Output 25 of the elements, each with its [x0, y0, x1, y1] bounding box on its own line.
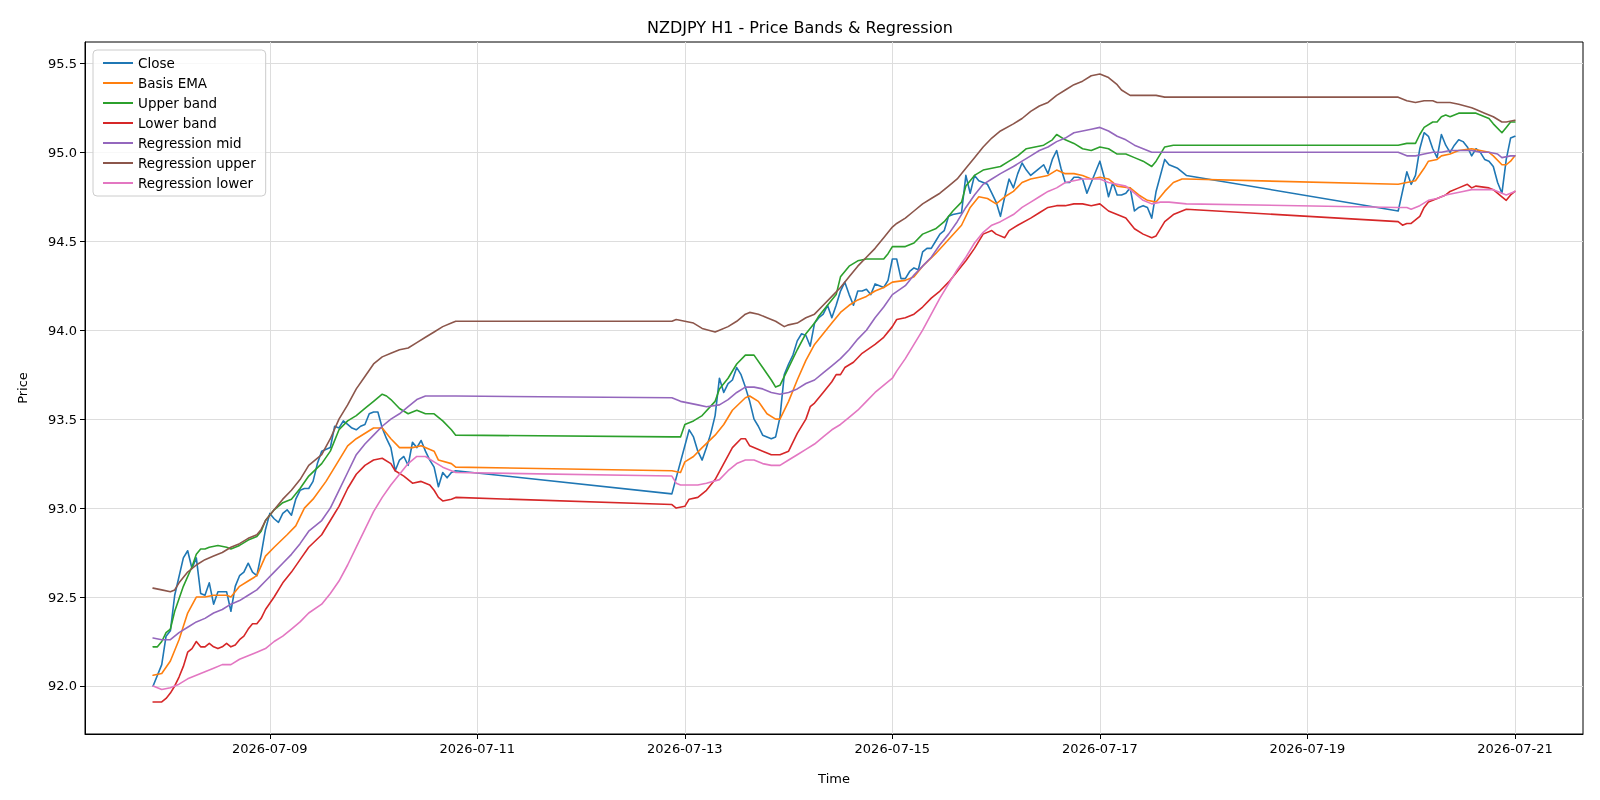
y-tick-label: 95.0 [48, 144, 77, 160]
y-tick-label: 94.0 [48, 322, 77, 338]
legend-label: Regression mid [138, 135, 242, 151]
legend-label: Regression upper [138, 155, 257, 171]
x-tick-label: 2026-07-09 [232, 741, 308, 756]
chart-title: NZDJPY H1 - Price Bands & Regression [647, 17, 953, 37]
y-tick-label: 93.5 [48, 411, 77, 427]
y-tick-label: 95.5 [48, 55, 77, 71]
x-tick-label: 2026-07-13 [647, 741, 723, 756]
legend-label: Regression lower [138, 175, 254, 191]
x-tick-label: 2026-07-17 [1062, 741, 1138, 756]
y-tick-label: 94.5 [48, 233, 77, 249]
x-tick-label: 2026-07-15 [854, 741, 931, 756]
y-tick-label: 93.0 [48, 500, 77, 516]
y-tick-label: 92.0 [48, 678, 77, 694]
legend-label: Lower band [138, 115, 217, 131]
legend-label: Basis EMA [138, 75, 208, 91]
y-axis-title: Price [15, 372, 30, 404]
x-tick-label: 2026-07-11 [439, 741, 516, 756]
x-tick-label: 2026-07-19 [1269, 741, 1346, 756]
y-tick-label: 92.5 [48, 589, 77, 605]
x-tick-label: 2026-07-21 [1477, 741, 1553, 756]
legend-label: Upper band [138, 95, 218, 111]
legend-label: Close [138, 55, 175, 71]
x-axis-title: Time [817, 771, 850, 786]
